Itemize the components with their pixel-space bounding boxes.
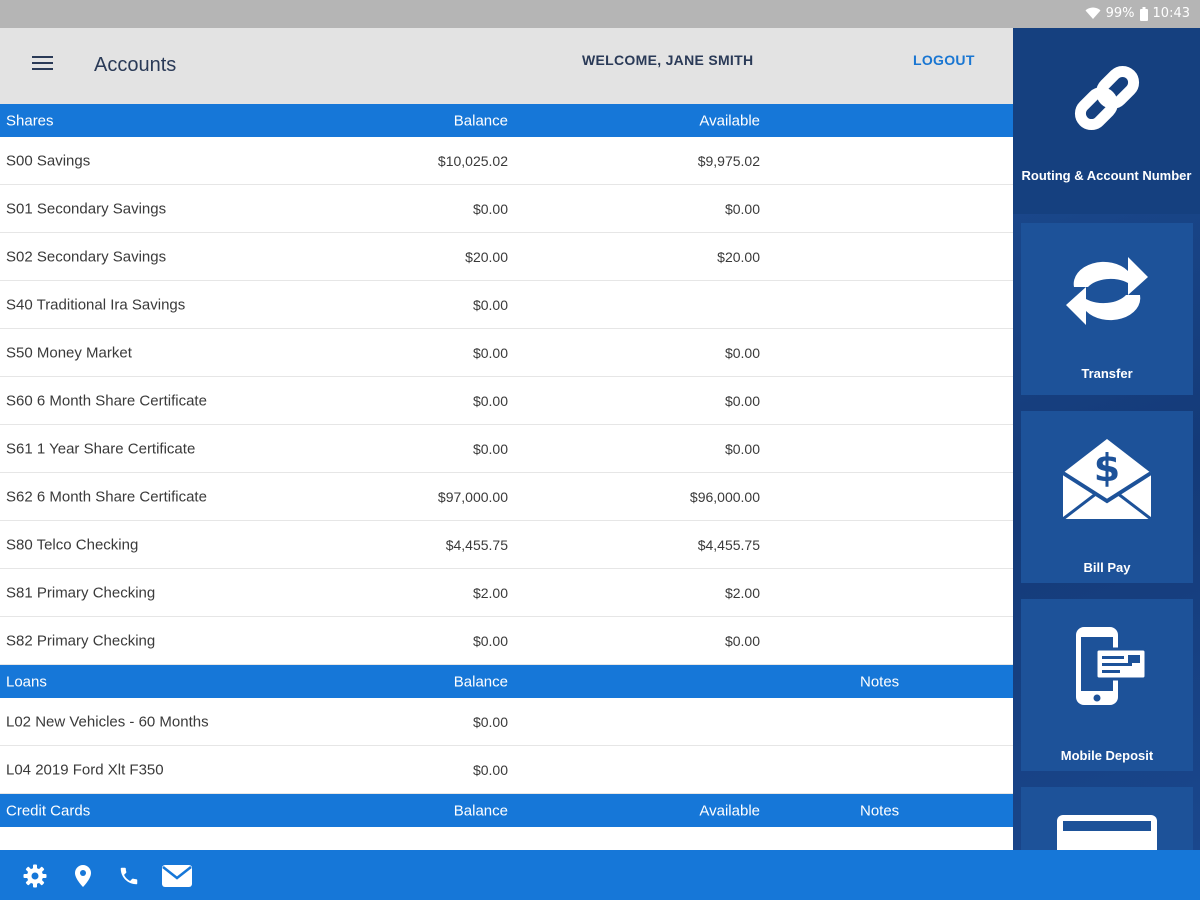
- account-balance: $0.00: [472, 440, 508, 457]
- status-indicators: 99% 10:43: [1085, 6, 1190, 21]
- account-balance: $20.00: [465, 248, 508, 265]
- account-name: S01 Secondary Savings: [6, 200, 167, 217]
- account-balance: $2.00: [472, 584, 508, 601]
- loan-name: L04 2019 Ford Xlt F350: [6, 761, 164, 778]
- tile-label: Routing & Account Number: [1021, 168, 1192, 183]
- welcome-text: WELCOME, JANE SMITH: [582, 52, 754, 68]
- account-name: S40 Traditional Ira Savings: [6, 296, 186, 313]
- card-tile[interactable]: [1021, 787, 1193, 850]
- account-balance: $0.00: [472, 632, 508, 649]
- account-available: $20.00: [717, 248, 760, 265]
- loan-balance: $0.00: [472, 761, 508, 778]
- account-available: $0.00: [724, 392, 760, 409]
- account-row[interactable]: S81 Primary Checking $2.00 $2.00: [0, 569, 1013, 617]
- account-row[interactable]: S01 Secondary Savings $0.00 $0.00: [0, 185, 1013, 233]
- battery-icon: [1139, 6, 1148, 21]
- shares-section-header: Shares Balance Available: [0, 104, 1013, 137]
- account-name: S81 Primary Checking: [6, 584, 156, 601]
- credit-cards-heading: Credit Cards: [6, 802, 91, 819]
- svg-text:$: $: [1094, 446, 1120, 490]
- balance-column-header: Balance: [453, 112, 508, 129]
- gear-icon[interactable]: [22, 864, 48, 888]
- account-name: S62 6 Month Share Certificate: [6, 488, 207, 505]
- account-name: S80 Telco Checking: [6, 536, 139, 553]
- account-balance: $0.00: [472, 392, 508, 409]
- status-bar: 99% 10:43: [0, 0, 1200, 28]
- account-row[interactable]: S61 1 Year Share Certificate $0.00 $0.00: [0, 425, 1013, 473]
- account-name: S61 1 Year Share Certificate: [6, 440, 196, 457]
- account-available: $4,455.75: [697, 536, 760, 553]
- hamburger-menu-icon[interactable]: [26, 48, 60, 78]
- loan-name: L02 New Vehicles - 60 Months: [6, 713, 209, 730]
- balance-column-header: Balance: [453, 673, 508, 690]
- logout-button[interactable]: LOGOUT: [913, 52, 975, 68]
- wifi-icon: [1085, 7, 1101, 20]
- loans-heading: Loans: [6, 673, 47, 690]
- page-title: Accounts: [94, 54, 177, 76]
- card-icon: [1021, 813, 1193, 850]
- shares-heading: Shares: [6, 112, 54, 129]
- account-balance: $4,455.75: [445, 536, 508, 553]
- battery-level: 99%: [1105, 6, 1135, 21]
- account-balance: $0.00: [472, 344, 508, 361]
- account-available: $96,000.00: [689, 488, 760, 505]
- phone-check-icon: [1021, 625, 1193, 709]
- account-row[interactable]: S62 6 Month Share Certificate $97,000.00…: [0, 473, 1013, 521]
- account-row[interactable]: S82 Primary Checking $0.00 $0.00: [0, 617, 1013, 665]
- tile-label: Transfer: [1081, 366, 1133, 381]
- account-available: $0.00: [724, 344, 760, 361]
- accounts-list[interactable]: Shares Balance Available S00 Savings $10…: [0, 104, 1013, 850]
- quick-actions-sidebar: Routing & Account Number Transfer $ Bill…: [1013, 28, 1200, 850]
- bill-pay-tile[interactable]: $ Bill Pay: [1021, 411, 1193, 583]
- balance-column-header: Balance: [453, 802, 508, 819]
- account-available: $9,975.02: [697, 152, 760, 169]
- location-pin-icon[interactable]: [70, 864, 96, 888]
- loan-row[interactable]: L02 New Vehicles - 60 Months $0.00: [0, 698, 1013, 746]
- tile-label: Mobile Deposit: [1060, 748, 1154, 763]
- tile-label: Bill Pay: [1083, 560, 1131, 575]
- account-row[interactable]: S80 Telco Checking $4,455.75 $4,455.75: [0, 521, 1013, 569]
- account-row[interactable]: S40 Traditional Ira Savings $0.00: [0, 281, 1013, 329]
- link-icon: [1013, 58, 1200, 138]
- account-row[interactable]: S60 6 Month Share Certificate $0.00 $0.0…: [0, 377, 1013, 425]
- account-row[interactable]: S02 Secondary Savings $20.00 $20.00: [0, 233, 1013, 281]
- loans-section-header: Loans Balance Notes: [0, 665, 1013, 698]
- available-column-header: Available: [699, 112, 760, 129]
- account-available: $0.00: [724, 200, 760, 217]
- account-name: S02 Secondary Savings: [6, 248, 167, 265]
- clock: 10:43: [1152, 6, 1190, 21]
- account-row[interactable]: S00 Savings $10,025.02 $9,975.02: [0, 137, 1013, 185]
- phone-icon[interactable]: [116, 864, 142, 888]
- account-name: S60 6 Month Share Certificate: [6, 392, 207, 409]
- account-balance: $97,000.00: [437, 488, 508, 505]
- account-name: S50 Money Market: [6, 344, 132, 361]
- credit-cards-section-header: Credit Cards Balance Available Notes: [0, 794, 1013, 827]
- account-balance: $0.00: [472, 200, 508, 217]
- account-available: $2.00: [724, 584, 760, 601]
- bottom-bar: [0, 850, 1200, 900]
- account-name: S82 Primary Checking: [6, 632, 156, 649]
- account-available: $0.00: [724, 632, 760, 649]
- transfer-arrows-icon: [1021, 249, 1193, 333]
- notes-column-header: Notes: [860, 802, 900, 819]
- loan-balance: $0.00: [472, 713, 508, 730]
- account-available: $0.00: [724, 440, 760, 457]
- app-header: Accounts WELCOME, JANE SMITH LOGOUT: [0, 28, 1013, 104]
- account-row[interactable]: S50 Money Market $0.00 $0.00: [0, 329, 1013, 377]
- dollar-envelope-icon: $: [1021, 435, 1193, 525]
- notes-column-header: Notes: [860, 673, 900, 690]
- mail-icon[interactable]: [162, 864, 192, 888]
- account-balance: $0.00: [472, 296, 508, 313]
- loan-row[interactable]: L04 2019 Ford Xlt F350 $0.00: [0, 746, 1013, 794]
- routing-account-number-tile[interactable]: Routing & Account Number: [1013, 28, 1200, 214]
- transfer-tile[interactable]: Transfer: [1021, 223, 1193, 395]
- available-column-header: Available: [699, 802, 760, 819]
- mobile-deposit-tile[interactable]: Mobile Deposit: [1021, 599, 1193, 771]
- account-name: S00 Savings: [6, 152, 91, 169]
- account-balance: $10,025.02: [437, 152, 508, 169]
